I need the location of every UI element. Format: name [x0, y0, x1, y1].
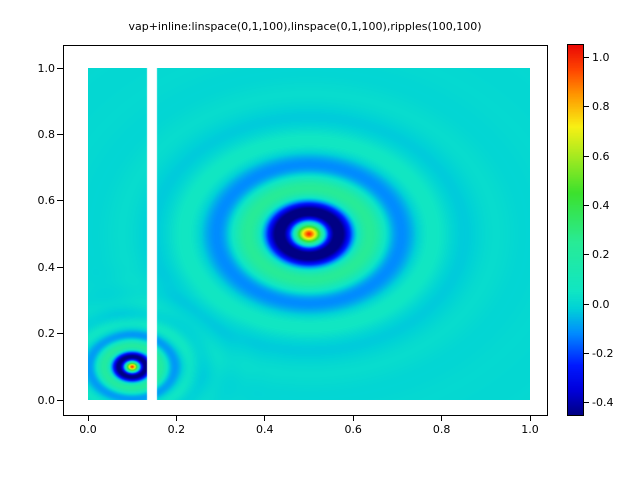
colorbar-tick-label: 0.6 — [592, 149, 610, 163]
x-tick — [175, 415, 177, 421]
colorbar-tick — [584, 402, 589, 404]
colorbar-tick-label: -0.4 — [592, 396, 614, 410]
colorbar-tick — [584, 155, 589, 157]
colorbar-tick — [584, 204, 589, 206]
x-tick-label: 0.8 — [432, 423, 451, 436]
y-tick — [57, 399, 63, 401]
colorbar-tick-label: 1.0 — [592, 50, 610, 64]
x-tick — [87, 415, 89, 421]
x-tick — [441, 415, 443, 421]
x-tick — [264, 415, 266, 421]
y-tick-label: 0.4 — [37, 260, 56, 274]
y-tick-label: 0.2 — [37, 327, 56, 341]
x-tick — [352, 415, 354, 421]
x-tick-label: 0.6 — [344, 423, 362, 436]
x-tick-label: 0.2 — [167, 423, 186, 436]
y-tick — [57, 67, 63, 69]
colorbar-tick-label: 0.0 — [592, 297, 610, 311]
colorbar-tick — [584, 254, 589, 256]
colorbar-tick — [584, 303, 589, 305]
colorbar-tick-label: -0.2 — [592, 346, 614, 360]
colorbar-tick-label: 0.8 — [592, 100, 610, 114]
colorbar-border — [567, 44, 584, 416]
y-tick-label: 0.6 — [37, 194, 56, 208]
x-tick-label: 1.0 — [521, 423, 539, 436]
chart-title: vap+inline:linspace(0,1,100),linspace(0,… — [128, 20, 482, 33]
y-tick-label: 0.8 — [37, 127, 56, 141]
y-tick-label: 1.0 — [37, 61, 56, 75]
x-tick-label: 0.4 — [256, 423, 274, 436]
colorbar-tick-label: 0.2 — [592, 248, 610, 262]
x-tick — [529, 415, 531, 421]
y-tick — [57, 133, 63, 135]
y-tick — [57, 333, 63, 335]
y-tick-label: 0.0 — [37, 393, 56, 407]
colorbar-tick — [584, 56, 589, 58]
y-tick — [57, 200, 63, 202]
colorbar-tick-label: 0.4 — [592, 198, 610, 212]
y-tick — [57, 266, 63, 268]
colorbar-tick — [584, 106, 589, 108]
colorbar-canvas — [568, 45, 583, 415]
x-tick-label: 0.0 — [79, 423, 97, 436]
heatmap-canvas — [88, 68, 530, 400]
colorbar-tick — [584, 352, 589, 354]
